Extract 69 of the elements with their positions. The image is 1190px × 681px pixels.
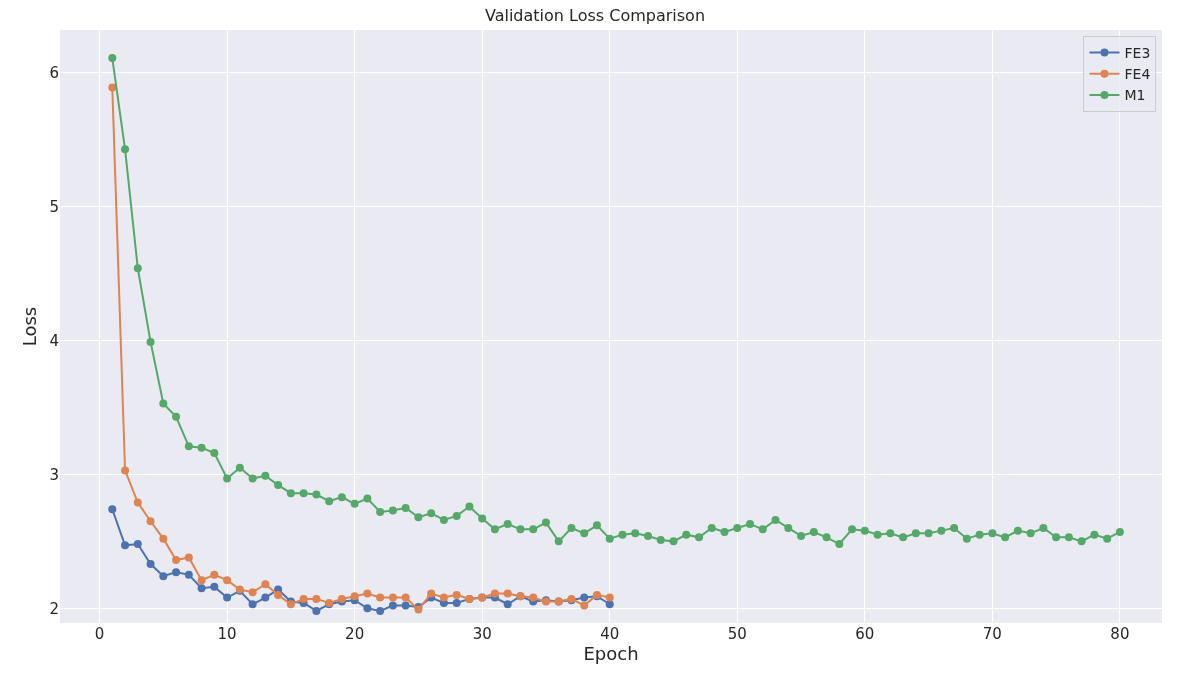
point: [146, 517, 155, 526]
point: [299, 594, 308, 603]
point: [388, 601, 397, 610]
point: [580, 601, 589, 610]
point: [248, 600, 257, 609]
legend-label: FE4: [1124, 66, 1151, 83]
x-tick-label: 70: [982, 625, 1002, 643]
point: [452, 590, 461, 599]
x-tick-label: 30: [472, 625, 492, 643]
y-tick-label: 6: [49, 64, 59, 83]
point: [133, 540, 142, 549]
point: [197, 576, 206, 585]
x-tick-label: 10: [217, 625, 237, 643]
point: [452, 598, 461, 607]
chart-title: Validation Loss Comparison: [484, 6, 706, 26]
point: [184, 570, 193, 579]
point: [439, 593, 448, 602]
point: [363, 589, 372, 598]
x-tick-label: 20: [345, 625, 365, 643]
point: [108, 83, 117, 92]
point: [248, 588, 257, 597]
point: [490, 589, 499, 598]
point: [580, 593, 589, 602]
point: [108, 505, 117, 514]
point: [121, 541, 130, 550]
point: [146, 560, 155, 569]
x-axis-title: Epoch: [583, 643, 639, 664]
point: [350, 592, 359, 601]
y-tick-label: 5: [49, 197, 59, 216]
point: [223, 593, 232, 602]
point: [210, 582, 219, 591]
point: [312, 606, 321, 615]
x-tick-label: 80: [1110, 625, 1130, 643]
x-tick-label: 0: [94, 625, 105, 643]
point: [605, 600, 614, 609]
x-tick-label: 50: [727, 625, 747, 643]
y-tick-label: 3: [49, 465, 59, 484]
legend-label: M1: [1124, 87, 1146, 104]
point: [503, 600, 512, 609]
point: [388, 593, 397, 602]
point: [401, 601, 410, 610]
point: [274, 590, 283, 599]
point: [529, 593, 538, 602]
point: [401, 593, 410, 602]
x-tick-label: 40: [600, 625, 620, 643]
legend-label: FE3: [1124, 44, 1151, 61]
point: [261, 580, 270, 589]
point: [427, 589, 436, 598]
y-tick-label: 2: [49, 599, 59, 618]
point: [172, 556, 181, 565]
point: [159, 534, 168, 543]
point: [172, 568, 181, 577]
point: [184, 553, 193, 562]
point: [363, 604, 372, 613]
y-tick-label: 4: [49, 331, 59, 350]
x-tick-label: 60: [855, 625, 875, 643]
point: [197, 584, 206, 593]
point: [210, 570, 219, 579]
point: [503, 589, 512, 598]
point: [605, 593, 614, 602]
point: [376, 593, 385, 602]
point: [376, 606, 385, 615]
point: [261, 593, 270, 602]
point: [121, 466, 130, 475]
y-axis-title: Loss: [18, 306, 40, 347]
point: [312, 594, 321, 603]
point: [133, 498, 142, 507]
point: [223, 576, 232, 585]
point: [159, 572, 168, 581]
